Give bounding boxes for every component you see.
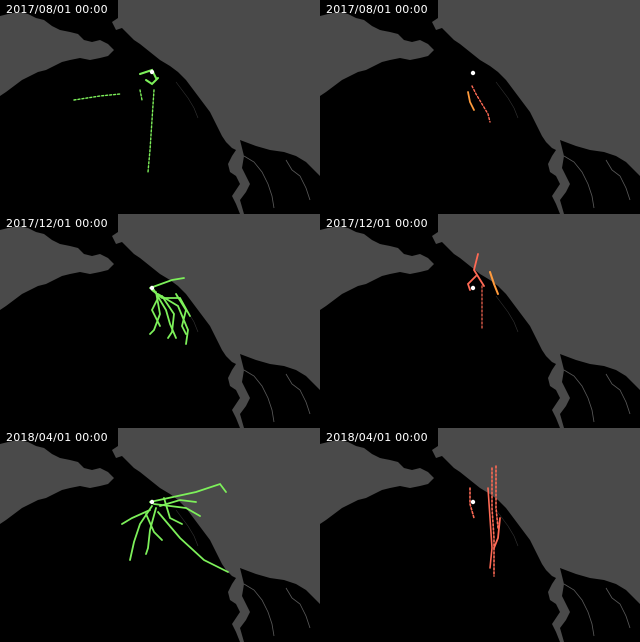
map-panel-6: 2018/04/01 00:00 (320, 428, 640, 642)
map-canvas (0, 0, 320, 214)
track-line (469, 487, 475, 519)
map-canvas (320, 0, 640, 214)
map-panel-3: 2017/12/01 00:00 (0, 214, 320, 428)
release-marker (149, 69, 155, 75)
track-line (161, 295, 175, 339)
track-line (147, 89, 155, 173)
release-marker (470, 285, 476, 291)
track-line (489, 271, 499, 295)
release-marker (149, 499, 155, 505)
track-line (145, 513, 163, 541)
track-line (495, 465, 499, 529)
map-panel-1: 2017/08/01 00:00 (0, 0, 320, 214)
timestamp-label: 2018/04/01 00:00 (326, 431, 428, 444)
release-marker (470, 70, 476, 76)
map-panel-5: 2018/04/01 00:00 (0, 428, 320, 642)
map-panel-2: 2017/08/01 00:00 (320, 0, 640, 214)
track-line (157, 293, 189, 345)
track-line (149, 277, 185, 289)
track-line (150, 297, 161, 327)
track-line (471, 85, 491, 123)
timestamp-label: 2017/12/01 00:00 (326, 217, 428, 230)
track-line (467, 91, 475, 111)
track-line (487, 487, 493, 569)
track-line (175, 293, 187, 335)
timestamp-label: 2017/08/01 00:00 (6, 3, 108, 16)
release-marker (470, 499, 476, 505)
map-panel-4: 2017/12/01 00:00 (320, 214, 640, 428)
map-canvas (320, 214, 640, 428)
track-line (121, 509, 151, 525)
map-canvas (320, 428, 640, 642)
timestamp-label: 2017/08/01 00:00 (326, 3, 428, 16)
track-line (473, 253, 485, 287)
track-line (157, 511, 229, 573)
timestamp-label: 2018/04/01 00:00 (6, 431, 108, 444)
track-line (139, 89, 143, 101)
track-line (493, 517, 501, 549)
track-line (145, 507, 157, 555)
release-marker (149, 285, 155, 291)
map-canvas (0, 214, 320, 428)
track-line (466, 275, 477, 291)
track-line (163, 497, 183, 525)
track-line (149, 482, 227, 503)
map-canvas (0, 428, 320, 642)
timestamp-label: 2017/12/01 00:00 (6, 217, 108, 230)
track-line (145, 77, 159, 86)
track-line (491, 467, 495, 577)
track-line (73, 93, 121, 101)
